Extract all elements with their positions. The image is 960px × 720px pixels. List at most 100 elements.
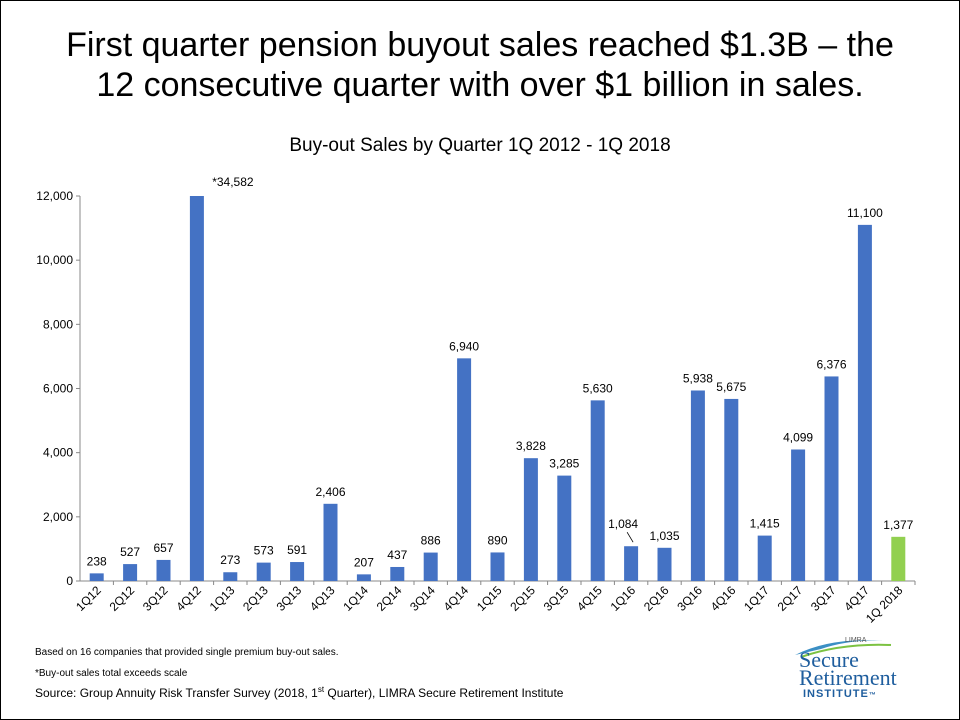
headline-line-1: First quarter pension buyout sales reach… <box>66 26 894 64</box>
data-label: 1,035 <box>649 529 679 543</box>
x-tick-label: 1Q12 <box>73 583 104 614</box>
data-label: 573 <box>254 544 274 558</box>
bar <box>891 536 906 581</box>
data-label: 3,285 <box>549 457 579 471</box>
chart-title: Buy-out Sales by Quarter 1Q 2012 - 1Q 20… <box>289 135 671 156</box>
data-label: 5,675 <box>716 380 746 394</box>
x-tick-label: 2Q15 <box>507 583 538 614</box>
x-tick-label: 3Q14 <box>407 583 438 614</box>
data-label: 527 <box>120 545 140 559</box>
logo-secure-text: Secure <box>799 647 859 672</box>
x-tick-label: 1Q17 <box>741 583 772 614</box>
headline-line-2: 12 consecutive quarter with over $1 bill… <box>96 66 864 104</box>
x-tick-label: 3Q15 <box>541 583 572 614</box>
logo-retirement-text: Retirement <box>799 665 897 690</box>
logo-institute-text: INSTITUTE™ <box>803 688 877 700</box>
source-suffix: Quarter), LIMRA Secure Retirement Instit… <box>324 686 564 700</box>
y-tick-label: 0 <box>66 574 73 588</box>
bar <box>156 559 171 581</box>
data-label: 6,940 <box>449 339 479 353</box>
data-label-leader <box>626 532 634 543</box>
x-tick-label: 3Q16 <box>674 583 705 614</box>
data-label: 890 <box>487 533 507 547</box>
footnote-basis: Based on 16 companies that provided sing… <box>35 647 339 658</box>
bar <box>423 552 438 581</box>
bar <box>791 449 806 581</box>
x-tick-label: 4Q16 <box>708 583 739 614</box>
x-tick-label: 4Q13 <box>307 583 338 614</box>
headline: First quarter pension buyout sales reach… <box>11 25 949 105</box>
x-tick-label: 1Q15 <box>474 583 505 614</box>
bar <box>123 564 138 581</box>
x-tick-label: 4Q17 <box>841 583 872 614</box>
x-tick-label: 3Q17 <box>808 583 839 614</box>
x-tick-label: 4Q14 <box>441 583 472 614</box>
data-label: 1,415 <box>750 517 780 531</box>
logo-tm: ™ <box>868 692 877 699</box>
bar <box>857 224 872 581</box>
data-label: 591 <box>287 543 307 557</box>
logo-limra-text: LIMRA <box>845 637 867 644</box>
data-label: 1,084 <box>608 517 638 531</box>
y-tick-label: 2,000 <box>43 510 73 524</box>
bar <box>223 572 238 581</box>
data-label: 207 <box>354 555 374 569</box>
bar <box>624 546 639 581</box>
bar <box>557 475 572 581</box>
data-label: 2,406 <box>315 485 345 499</box>
logo-institute-word: INSTITUTE <box>803 688 869 700</box>
x-tick-label: 1Q13 <box>207 583 238 614</box>
logo-swoosh-icon <box>795 640 892 658</box>
x-tick-label: 2Q13 <box>240 583 271 614</box>
bar <box>390 566 405 581</box>
bar <box>523 458 538 581</box>
x-tick-label: 2Q12 <box>107 583 138 614</box>
source-superscript: st <box>317 685 325 694</box>
data-label: 657 <box>153 541 173 555</box>
y-tick-label: 10,000 <box>36 253 73 267</box>
bar <box>490 552 505 581</box>
x-tick-label: 4Q15 <box>574 583 605 614</box>
bar <box>290 562 305 581</box>
data-label: 238 <box>87 554 107 568</box>
y-tick-label: 12,000 <box>36 189 73 203</box>
data-label: 437 <box>387 548 407 562</box>
data-label: 5,938 <box>683 371 713 385</box>
x-tick-label: 2Q14 <box>374 583 405 614</box>
data-label: 1,377 <box>883 518 913 532</box>
bar <box>757 535 772 581</box>
bar <box>89 573 104 581</box>
bar <box>356 574 371 581</box>
y-tick-label: 4,000 <box>43 446 73 460</box>
data-label: 273 <box>220 553 240 567</box>
data-label: 4,099 <box>783 430 813 444</box>
data-label: 3,828 <box>516 439 546 453</box>
bar <box>690 390 705 581</box>
bar <box>590 400 605 581</box>
x-tick-label: 2Q17 <box>775 583 806 614</box>
bar <box>323 503 338 581</box>
x-tick-label: 1Q 2018 <box>863 583 906 626</box>
limra-logo: LIMRA Secure Retirement INSTITUTE™ <box>791 633 921 703</box>
x-tick-label: 4Q12 <box>173 583 204 614</box>
x-tick-label: 1Q16 <box>608 583 639 614</box>
data-label: 886 <box>421 534 441 548</box>
data-label: *34,582 <box>212 175 254 189</box>
footnote-scale: *Buy-out sales total exceeds scale <box>35 668 188 679</box>
bar <box>189 196 204 581</box>
x-tick-label: 3Q12 <box>140 583 171 614</box>
data-label: 6,376 <box>816 357 846 371</box>
source-prefix: Source: Group Annuity Risk Transfer Surv… <box>35 686 318 700</box>
y-tick-label: 8,000 <box>43 317 73 331</box>
bar <box>657 547 672 581</box>
data-label: 5,630 <box>583 381 613 395</box>
bar <box>724 398 739 581</box>
x-tick-label: 2Q16 <box>641 583 672 614</box>
bar <box>824 376 839 581</box>
y-tick-label: 6,000 <box>43 382 73 396</box>
data-label: 11,100 <box>847 206 883 220</box>
x-tick-label: 3Q13 <box>274 583 305 614</box>
bar <box>457 358 472 581</box>
